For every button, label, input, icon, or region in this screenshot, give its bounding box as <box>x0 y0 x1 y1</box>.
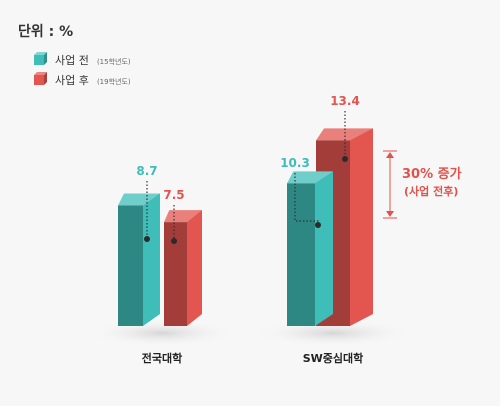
bars-layer <box>118 128 373 326</box>
unit-label: 단위 : % <box>18 23 73 40</box>
category-label-2: SW중심대학 <box>303 351 364 365</box>
leader-line-before-2 <box>294 173 319 225</box>
value-label-before-1: 8.7 <box>136 164 157 178</box>
annotation-arrow-up <box>386 152 394 158</box>
value-label-after-1: 7.5 <box>163 188 184 202</box>
legend-swatch-before-top <box>34 52 47 55</box>
bar-after-1 <box>164 210 202 326</box>
annotation-text-2: (사업 전후) <box>404 184 458 198</box>
bar-before-1 <box>118 193 160 326</box>
bar-before-1-front <box>118 205 143 326</box>
svg-text:사업 후 (19학년도): 사업 후 (19학년도) <box>55 69 131 88</box>
increase-annotation: 30% 증가 (사업 전후) <box>383 150 462 219</box>
floor-shadow-1 <box>87 319 237 347</box>
legend-swatch-after <box>34 75 44 85</box>
annotation-text-1: 30% 증가 <box>402 167 462 182</box>
legend-swatch-before-side <box>44 52 47 65</box>
bar-before-2 <box>287 171 333 326</box>
legend-swatch-after-top <box>34 72 47 75</box>
category-label-1: 전국대학 <box>142 351 182 365</box>
leader-dot-after-2 <box>342 156 348 162</box>
annotation-arrow-down <box>386 211 394 217</box>
labels-layer: 8.7 10.3 7.5 13.4 <box>136 94 360 244</box>
bar-after-1-side <box>187 210 202 326</box>
bar-before-2-front <box>287 183 315 326</box>
bar-after-1-front <box>164 222 187 326</box>
leader-dot-before-1 <box>144 236 150 242</box>
legend: 사업 전 (15학년도) 사업 후 (19학년도) <box>34 49 131 88</box>
legend-label-before: 사업 전 <box>55 54 89 67</box>
legend-item-before: 사업 전 (15학년도) <box>34 49 131 68</box>
legend-item-after: 사업 후 (19학년도) <box>34 69 131 88</box>
svg-text:사업 전 (15학년도): 사업 전 (15학년도) <box>55 49 131 68</box>
value-label-before-2: 10.3 <box>280 156 310 170</box>
legend-sub-before: (15학년도) <box>97 57 131 66</box>
bar-after-2-side <box>350 128 373 326</box>
leader-dot-after-1 <box>171 238 177 244</box>
bar-before-1-side <box>143 193 160 326</box>
legend-swatch-before <box>34 55 44 65</box>
legend-swatch-after-side <box>44 72 47 85</box>
legend-sub-after: (19학년도) <box>97 77 131 86</box>
bar-before-2-side <box>315 171 333 326</box>
leader-dot-before-2 <box>315 222 321 228</box>
value-label-after-2: 13.4 <box>330 94 360 108</box>
legend-label-after: 사업 후 <box>55 74 89 87</box>
